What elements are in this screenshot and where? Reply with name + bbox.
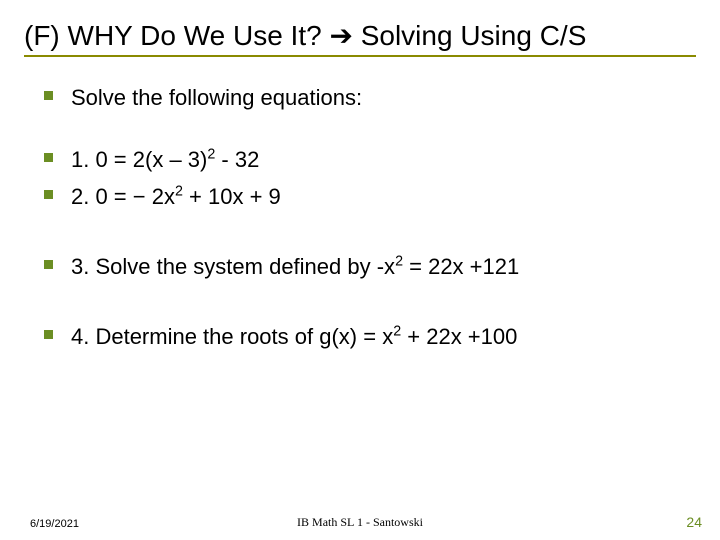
square-bullet-icon bbox=[44, 91, 53, 100]
list-item: 2. 0 = − 2x2 + 10x + 9 bbox=[44, 182, 700, 212]
footer-center: IB Math SL 1 - Santowski bbox=[297, 515, 423, 530]
footer: 6/19/2021 IB Math SL 1 - Santowski 24 bbox=[0, 514, 720, 530]
footer-date: 6/19/2021 bbox=[30, 518, 79, 530]
list-item-text: 3. Solve the system defined by -x2 = 22x… bbox=[71, 252, 519, 282]
content-list: Solve the following equations: 1. 0 = 2(x… bbox=[0, 63, 720, 351]
footer-page-number: 24 bbox=[686, 514, 702, 530]
square-bullet-icon bbox=[44, 153, 53, 162]
title-region: (F) WHY Do We Use It? ➔ Solving Using C/… bbox=[0, 0, 720, 63]
list-item-text: 4. Determine the roots of g(x) = x2 + 22… bbox=[71, 322, 517, 352]
list-item-text: Solve the following equations: bbox=[71, 83, 362, 113]
list-item: 4. Determine the roots of g(x) = x2 + 22… bbox=[44, 322, 700, 352]
square-bullet-icon bbox=[44, 190, 53, 199]
slide-title: (F) WHY Do We Use It? ➔ Solving Using C/… bbox=[24, 18, 696, 57]
square-bullet-icon bbox=[44, 330, 53, 339]
list-item-text: 2. 0 = − 2x2 + 10x + 9 bbox=[71, 182, 281, 212]
list-item: 1. 0 = 2(x – 3)2 - 32 bbox=[44, 145, 700, 175]
list-item: 3. Solve the system defined by -x2 = 22x… bbox=[44, 252, 700, 282]
arrow-icon: ➔ bbox=[329, 18, 352, 53]
list-item-text: 1. 0 = 2(x – 3)2 - 32 bbox=[71, 145, 259, 175]
title-text-1: (F) WHY Do We Use It? bbox=[24, 20, 329, 51]
title-text-2: Solving Using C/S bbox=[353, 20, 586, 51]
list-item: Solve the following equations: bbox=[44, 83, 700, 113]
square-bullet-icon bbox=[44, 260, 53, 269]
